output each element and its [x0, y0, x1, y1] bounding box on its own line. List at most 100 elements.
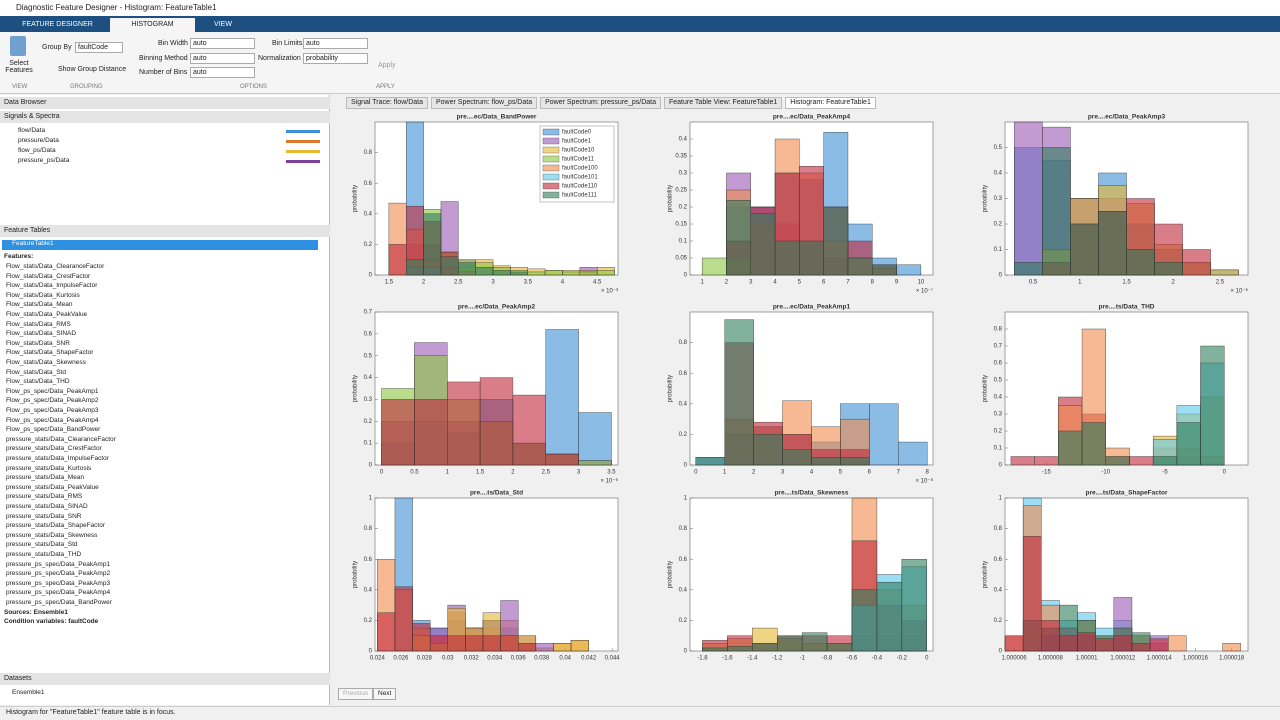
y-tick-label: 1 — [369, 496, 373, 502]
x-tick-label: -1.6 — [722, 656, 733, 662]
x-tick-label: -5 — [1162, 470, 1168, 476]
doc-tab[interactable]: Power Spectrum: pressure_ps/Data — [540, 97, 661, 109]
dropdown[interactable]: faultCode — [75, 42, 123, 53]
feature-item[interactable]: pressure_stats/Data_ClearanceFactor — [6, 435, 116, 443]
histogram-bar — [458, 262, 476, 276]
signal-item[interactable]: pressure/Data — [18, 137, 59, 144]
feature-item[interactable]: Flow_ps_spec/Data_PeakAmp2 — [6, 397, 99, 405]
feature-item[interactable]: Flow_stats/Data_CrestFactor — [6, 272, 91, 280]
x-tick-label: 3 — [577, 470, 581, 476]
feature-item[interactable]: Flow_stats/Data_ImpulseFactor — [6, 282, 98, 290]
ribbon-tab[interactable]: HISTOGRAM — [110, 18, 195, 32]
feature-item[interactable]: pressure_stats/Data_ShapeFactor — [6, 522, 105, 530]
button[interactable]: Show Group Distance — [58, 66, 127, 73]
ribbon-tab[interactable]: FEATURE DESIGNER — [22, 21, 93, 28]
histogram-bar — [562, 271, 581, 276]
features-header: Features: — [4, 253, 34, 260]
feature-item[interactable]: Flow_stats/Data_Kurtosis — [6, 291, 80, 299]
y-tick-label: 0.35 — [675, 154, 687, 160]
doc-tab[interactable]: Signal Trace: flow/Data — [346, 97, 428, 109]
x-tick-label: -0.6 — [847, 656, 858, 662]
feature-item[interactable]: pressure_stats/Data_Skewness — [6, 531, 98, 539]
feature-item[interactable]: Flow_stats/Data_ShapeFactor — [6, 349, 94, 357]
legend-label: faultCode0 — [562, 130, 592, 136]
apply-button[interactable]: Apply — [378, 62, 396, 69]
section-header[interactable]: Datasets — [0, 673, 330, 685]
y-tick-label: 0.4 — [994, 587, 1003, 593]
y-tick-label: 0.4 — [679, 587, 688, 593]
histogram-bar — [898, 441, 928, 466]
feature-item[interactable]: pressure_ps_spec/Data_PeakAmp2 — [6, 570, 111, 578]
y-tick-label: 0.1 — [679, 239, 688, 245]
feature-item[interactable]: Flow_stats/Data_PeakValue — [6, 311, 88, 318]
y-tick-label: 0.6 — [679, 557, 688, 563]
y-tick-label: 0.7 — [364, 310, 373, 316]
feature-item[interactable]: Flow_stats/Data_THD — [6, 378, 70, 386]
input[interactable]: auto — [190, 67, 255, 78]
section-header[interactable]: Feature Tables — [0, 225, 330, 237]
histogram-bar — [377, 612, 396, 652]
dropdown[interactable]: probability — [303, 53, 368, 64]
x-tick-label: -0.2 — [897, 656, 908, 662]
feature-item[interactable]: pressure_stats/Data_Mean — [6, 474, 85, 482]
histogram-bar — [1176, 422, 1201, 466]
feature-item[interactable]: Flow_stats/Data_ClearanceFactor — [6, 263, 105, 270]
feature-item[interactable]: Flow_stats/Data_Mean — [6, 301, 73, 309]
input[interactable]: auto — [190, 38, 255, 49]
feature-item[interactable]: Flow_stats/Data_Skewness — [6, 359, 86, 366]
x-tick-label: 0.5 — [1029, 280, 1038, 286]
feature-item[interactable]: pressure_ps_spec/Data_PeakAmp4 — [6, 589, 111, 597]
dropdown[interactable]: auto — [190, 53, 255, 64]
previous-button[interactable]: Previous — [338, 688, 374, 700]
y-tick-label: 0 — [684, 273, 688, 279]
histogram-bar — [479, 377, 514, 466]
section-header[interactable]: Signals & Spectra — [0, 111, 330, 123]
feature-item[interactable]: pressure_ps_spec/Data_PeakAmp3 — [6, 579, 111, 587]
x-tick-label: 2.5 — [542, 470, 551, 476]
y-tick-label: 0.8 — [679, 526, 688, 532]
feature-item[interactable]: pressure_stats/Data_SNR — [6, 512, 82, 520]
feature-item[interactable]: Flow_stats/Data_SINAD — [6, 330, 77, 338]
histogram-bar — [782, 449, 812, 466]
feature-item[interactable]: pressure_stats/Data_ImpulseFactor — [6, 455, 109, 462]
input[interactable]: auto — [303, 38, 368, 49]
y-tick-label: 0.25 — [675, 188, 687, 194]
feature-item[interactable]: pressure_stats/Data_RMS — [6, 493, 83, 501]
y-tick-label: 1 — [684, 496, 688, 502]
feature-item[interactable]: Flow_stats/Data_SNR — [6, 339, 70, 347]
y-tick-label: 0.2 — [679, 618, 688, 624]
feature-item[interactable]: pressure_stats/Data_Std — [6, 541, 78, 549]
feature-item[interactable]: pressure_stats/Data_Kurtosis — [6, 464, 92, 472]
signal-item[interactable]: flow/Data — [18, 127, 46, 134]
y-tick-label: 0.8 — [994, 526, 1003, 532]
feature-item[interactable]: Flow_ps_spec/Data_BandPower — [6, 426, 101, 434]
feature-item[interactable]: Flow_stats/Data_RMS — [6, 320, 71, 328]
doc-tab[interactable]: Histogram: FeatureTable1 — [785, 97, 876, 109]
feature-item[interactable]: pressure_stats/Data_SINAD — [6, 503, 88, 510]
feature-item[interactable]: pressure_stats/Data_CrestFactor — [6, 445, 102, 453]
legend-label: faultCode111 — [562, 193, 597, 199]
feature-item[interactable]: pressure_ps_spec/Data_PeakAmp1 — [6, 560, 111, 568]
feature-item[interactable]: Flow_stats/Data_Std — [6, 368, 66, 376]
y-tick-label: 0.3 — [994, 412, 1003, 418]
signal-item[interactable]: pressure_ps/Data — [18, 157, 70, 164]
signal-item[interactable]: flow_ps/Data — [18, 147, 56, 154]
doc-tab[interactable]: Power Spectrum: flow_ps/Data — [430, 97, 538, 109]
feature-item[interactable]: pressure_stats/Data_PeakValue — [6, 483, 99, 491]
section-label: GROUPING — [70, 84, 103, 90]
ribbon-tab[interactable]: VIEW — [214, 21, 232, 28]
feature-item[interactable]: pressure_ps_spec/Data_BandPower — [6, 599, 112, 606]
doc-tab[interactable]: Feature Table View: FeatureTable1 — [663, 97, 783, 109]
next-button[interactable]: Next — [373, 688, 397, 700]
feature-item[interactable]: Flow_ps_spec/Data_PeakAmp4 — [6, 416, 99, 424]
feature-item[interactable]: Flow_ps_spec/Data_PeakAmp3 — [6, 407, 99, 414]
x-tick-label: 2.5 — [454, 280, 463, 286]
table-item[interactable]: FeatureTable1 — [2, 240, 318, 250]
section-label: APPLY — [376, 84, 395, 90]
legend-swatch — [542, 155, 560, 163]
feature-item[interactable]: pressure_stats/Data_THD — [6, 551, 82, 558]
feature-item[interactable]: Flow_ps_spec/Data_PeakAmp1 — [6, 387, 99, 395]
dataset-item[interactable]: Ensemble1 — [12, 689, 45, 696]
select-button[interactable]: Select Features — [5, 60, 33, 74]
histogram-bar — [500, 635, 519, 652]
